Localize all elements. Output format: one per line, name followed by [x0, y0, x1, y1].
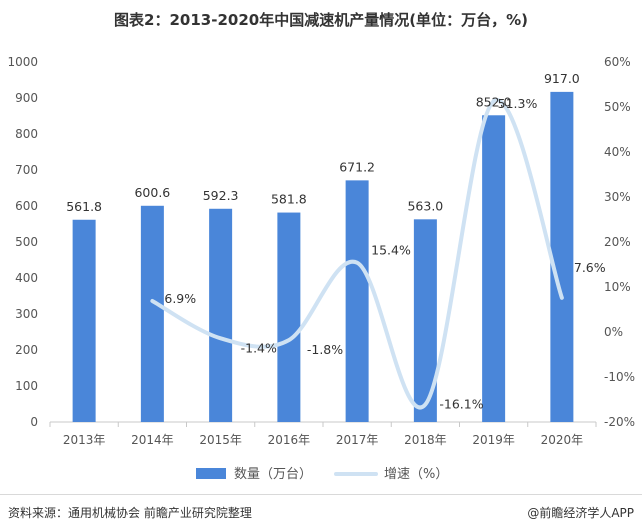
bar: [277, 212, 301, 422]
legend-bar-label: 数量（万台）: [234, 467, 312, 482]
y-left-tick-label: 900: [15, 91, 38, 105]
line-value-label: -1.4%: [241, 340, 277, 355]
y-left-tick-label: 1000: [7, 55, 38, 69]
bar-value-label: 581.8: [271, 192, 307, 207]
bar-value-label: 561.8: [66, 199, 102, 214]
bar: [72, 219, 96, 422]
x-tick-label: 2017年: [336, 433, 379, 447]
y-left-tick-label: 0: [30, 415, 38, 429]
bar-value-label: 917.0: [544, 71, 580, 86]
x-tick-label: 2014年: [131, 433, 174, 447]
y-right-tick-label: 60%: [604, 55, 631, 69]
x-tick-label: 2016年: [268, 433, 311, 447]
y-right-tick-label: 30%: [604, 190, 631, 204]
bar: [209, 208, 233, 422]
y-left-tick-label: 800: [15, 127, 38, 141]
line-value-label: -16.1%: [439, 396, 483, 411]
source-text: 资料来源：通用机械协会 前瞻产业研究院整理: [8, 506, 252, 520]
y-left-tick-label: 300: [15, 307, 38, 321]
brand-text: @前瞻经济学人APP: [527, 506, 634, 520]
bar-value-label: 592.3: [203, 188, 239, 203]
y-left-tick-label: 600: [15, 199, 38, 213]
x-tick-label: 2020年: [541, 433, 584, 447]
line-value-label: 7.6%: [574, 260, 606, 275]
y-right-tick-label: -20%: [604, 415, 635, 429]
y-right-tick-label: 0%: [604, 325, 623, 339]
bar-value-label: 600.6: [134, 185, 170, 200]
line-value-label: -1.8%: [307, 342, 343, 357]
bar: [140, 205, 164, 422]
y-right-tick-label: -10%: [604, 370, 635, 384]
y-left-tick-label: 700: [15, 163, 38, 177]
x-tick-label: 2019年: [472, 433, 515, 447]
y-left-tick-label: 200: [15, 343, 38, 357]
bar-value-label: 563.0: [407, 198, 443, 213]
footer: 资料来源：通用机械协会 前瞻产业研究院整理 @前瞻经济学人APP: [0, 494, 642, 531]
x-tick-label: 2013年: [63, 433, 106, 447]
chart-title: 图表2：2013-2020年中国减速机产量情况(单位：万台，%): [114, 11, 528, 29]
bar: [413, 219, 437, 422]
bar: [345, 180, 369, 422]
y-left-tick-label: 400: [15, 271, 38, 285]
axes-group: 0 100 200 300 400 500 600 700 800 900 1000 -20% -10%…: [7, 55, 635, 447]
line-value-label: 15.4%: [371, 243, 411, 258]
y-right-tick-label: 10%: [604, 280, 631, 294]
y-left-tick-label: 500: [15, 235, 38, 249]
bar-value-label: 852.0: [476, 94, 512, 109]
labels-group: 561.8 600.6 592.3 581.8 671.2 563.0 852.0 917.0…: [66, 71, 606, 412]
legend-bar-swatch: [196, 468, 226, 479]
y-left-tick-label: 100: [15, 379, 38, 393]
y-right-tick-label: 50%: [604, 100, 631, 114]
y-right-tick-label: 20%: [604, 235, 631, 249]
line-value-label: 51.3%: [498, 96, 538, 111]
bars-group: [72, 91, 574, 422]
growth-line: [150, 98, 564, 410]
chart-svg: 0 100 200 300 400 500 600 700 800 900 1000 -20% -10%…: [7, 55, 635, 482]
bar: [482, 115, 506, 422]
x-tick-label: 2018年: [404, 433, 447, 447]
bar-value-label: 671.2: [339, 159, 375, 174]
x-tick-label: 2015年: [199, 433, 242, 447]
legend: 数量（万台） 增速（%）: [196, 467, 448, 482]
legend-line-label: 增速（%）: [384, 467, 448, 482]
line-group: [150, 98, 564, 410]
line-value-label: 6.9%: [164, 291, 196, 306]
y-right-tick-label: 40%: [604, 145, 631, 159]
bar: [550, 91, 574, 422]
